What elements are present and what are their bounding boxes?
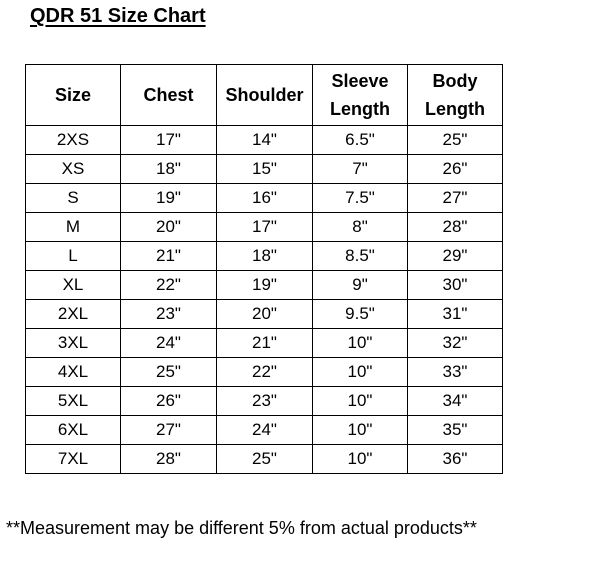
cell-shoulder: 25"	[216, 444, 313, 474]
cell-size: 3XL	[25, 328, 121, 358]
cell-chest: 24"	[120, 328, 217, 358]
cell-size: 7XL	[25, 444, 121, 474]
header-sleeve-length: Sleeve Length	[312, 64, 408, 126]
cell-body-length: 30"	[407, 270, 503, 300]
cell-chest: 19"	[120, 183, 217, 213]
cell-body-length: 35"	[407, 415, 503, 445]
cell-chest: 28"	[120, 444, 217, 474]
page-title: QDR 51 Size Chart	[30, 5, 206, 27]
cell-body-length: 36"	[407, 444, 503, 474]
cell-sleeve-length: 8.5"	[312, 241, 408, 271]
cell-shoulder: 21"	[216, 328, 313, 358]
cell-chest: 20"	[120, 212, 217, 242]
cell-chest: 25"	[120, 357, 217, 387]
cell-shoulder: 20"	[216, 299, 313, 329]
cell-size: XL	[25, 270, 121, 300]
cell-body-length: 27"	[407, 183, 503, 213]
cell-body-length: 34"	[407, 386, 503, 416]
cell-shoulder: 16"	[216, 183, 313, 213]
cell-sleeve-length: 10"	[312, 386, 408, 416]
cell-body-length: 26"	[407, 154, 503, 184]
cell-shoulder: 15"	[216, 154, 313, 184]
cell-sleeve-length: 10"	[312, 328, 408, 358]
cell-sleeve-length: 10"	[312, 444, 408, 474]
cell-shoulder: 17"	[216, 212, 313, 242]
table-row: 3XL 24" 21" 10" 32"	[25, 328, 503, 358]
measurement-note: **Measurement may be different 5% from a…	[6, 518, 477, 538]
cell-sleeve-length: 9.5"	[312, 299, 408, 329]
table-row: L 21" 18" 8.5" 29"	[25, 241, 503, 271]
cell-sleeve-length: 8"	[312, 212, 408, 242]
header-chest: Chest	[120, 64, 217, 126]
cell-chest: 18"	[120, 154, 217, 184]
table-row: S 19" 16" 7.5" 27"	[25, 183, 503, 213]
table-row: 4XL 25" 22" 10" 33"	[25, 357, 503, 387]
cell-shoulder: 22"	[216, 357, 313, 387]
cell-chest: 26"	[120, 386, 217, 416]
cell-sleeve-length: 6.5"	[312, 125, 408, 155]
cell-size: L	[25, 241, 121, 271]
cell-shoulder: 23"	[216, 386, 313, 416]
cell-size: 6XL	[25, 415, 121, 445]
cell-body-length: 31"	[407, 299, 503, 329]
cell-sleeve-length: 10"	[312, 357, 408, 387]
cell-chest: 22"	[120, 270, 217, 300]
cell-body-length: 25"	[407, 125, 503, 155]
cell-body-length: 33"	[407, 357, 503, 387]
cell-chest: 23"	[120, 299, 217, 329]
cell-body-length: 29"	[407, 241, 503, 271]
cell-chest: 17"	[120, 125, 217, 155]
table-row: XL 22" 19" 9" 30"	[25, 270, 503, 300]
table-row: 7XL 28" 25" 10" 36"	[25, 444, 503, 474]
cell-body-length: 32"	[407, 328, 503, 358]
cell-shoulder: 18"	[216, 241, 313, 271]
header-shoulder: Shoulder	[216, 64, 313, 126]
cell-sleeve-length: 9"	[312, 270, 408, 300]
cell-size: 2XL	[25, 299, 121, 329]
table-row: M 20" 17" 8" 28"	[25, 212, 503, 242]
cell-size: M	[25, 212, 121, 242]
table-row: 2XS 17" 14" 6.5" 25"	[25, 125, 503, 155]
table-row: XS 18" 15" 7" 26"	[25, 154, 503, 184]
cell-size: 2XS	[25, 125, 121, 155]
cell-body-length: 28"	[407, 212, 503, 242]
table-row: 5XL 26" 23" 10" 34"	[25, 386, 503, 416]
size-chart-table: Size Chest Shoulder Sleeve Length Body Len…	[25, 64, 503, 474]
table-row: 2XL 23" 20" 9.5" 31"	[25, 299, 503, 329]
cell-size: 4XL	[25, 357, 121, 387]
cell-shoulder: 24"	[216, 415, 313, 445]
cell-shoulder: 19"	[216, 270, 313, 300]
cell-size: XS	[25, 154, 121, 184]
cell-chest: 21"	[120, 241, 217, 271]
table-header-row: Size Chest Shoulder Sleeve Length Body Len…	[25, 64, 503, 126]
cell-chest: 27"	[120, 415, 217, 445]
cell-sleeve-length: 7"	[312, 154, 408, 184]
table-row: 6XL 27" 24" 10" 35"	[25, 415, 503, 445]
table-body: 2XS 17" 14" 6.5" 25" XS 18" 15" 7" 26" S 19" 16" 7.5"…	[25, 125, 503, 474]
cell-size: S	[25, 183, 121, 213]
cell-sleeve-length: 7.5"	[312, 183, 408, 213]
cell-size: 5XL	[25, 386, 121, 416]
cell-sleeve-length: 10"	[312, 415, 408, 445]
header-size: Size	[25, 64, 121, 126]
header-body-length: Body Length	[407, 64, 503, 126]
cell-shoulder: 14"	[216, 125, 313, 155]
